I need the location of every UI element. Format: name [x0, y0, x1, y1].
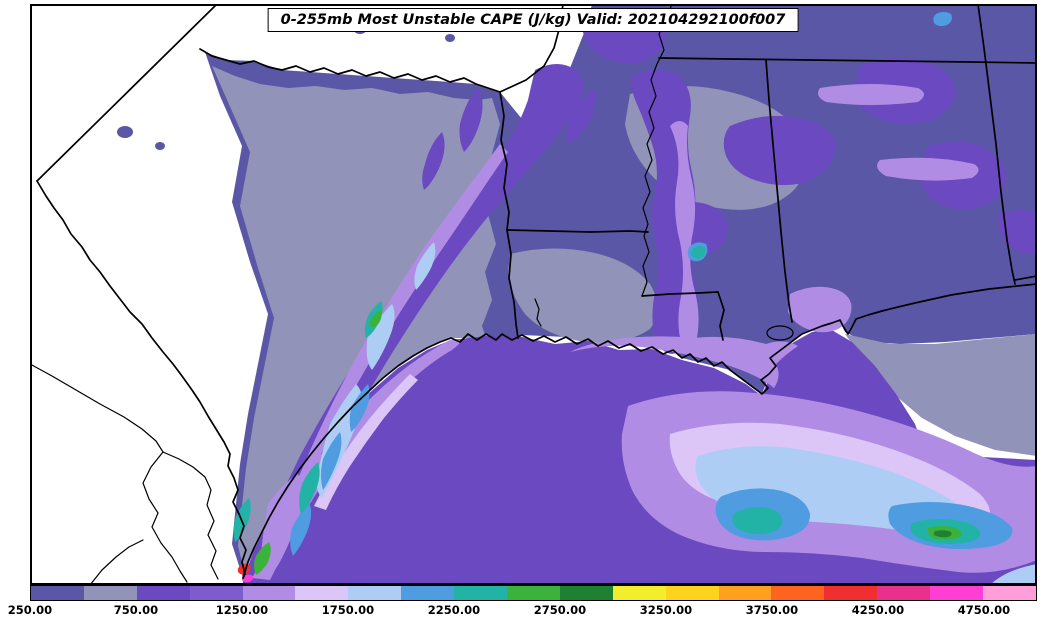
cape-fill-region: [366, 304, 395, 370]
colorbar-segment: [401, 586, 455, 600]
cape-fill-region: [321, 432, 342, 490]
cape-fill-speck: [117, 126, 133, 138]
colorbar-tick-label: 2750.00: [533, 603, 587, 617]
mexico-state-border: [30, 363, 164, 453]
cape-fill-region: [818, 84, 924, 105]
colorbar-segment: [665, 586, 719, 600]
cape-fill-region: [292, 144, 508, 496]
colorbar-segment: [83, 586, 137, 600]
cape-fill-region: [845, 334, 1037, 456]
colorbar-tick-label: 750.00: [113, 603, 159, 617]
cape-fill-region: [933, 12, 952, 27]
colorbar-tick-label: 1250.00: [215, 603, 269, 617]
colorbar-segment: [507, 586, 560, 600]
cape-fill-speck: [242, 574, 254, 583]
colorbar-segment: [242, 586, 296, 600]
geography-borders: [30, 4, 1037, 585]
map-area: [30, 4, 1037, 585]
map-frame: [30, 4, 1037, 585]
mississippi-alabama-border: [765, 59, 793, 323]
cape-fill-speck: [445, 34, 455, 42]
mexico-state-border: [89, 539, 144, 585]
cape-fill-region: [261, 474, 304, 576]
colorbar-tick-labels: 250.00 750.00 1250.00 1750.00 2250.00 2750.00…: [8, 603, 1037, 623]
rio-grande-river: [36, 180, 247, 579]
cape-fill-region: [254, 64, 584, 581]
new-mexico-texas-border: [36, 4, 218, 182]
colorbar-segment: [877, 586, 931, 600]
cape-fill-region: [933, 530, 952, 538]
colorbar-segment: [824, 586, 878, 600]
cape-fill-region: [670, 121, 699, 346]
cape-fill-region: [414, 242, 436, 290]
cape-fill-region: [508, 248, 658, 343]
colorbar-segment: [189, 586, 243, 600]
cape-fill-region: [570, 336, 798, 388]
colorbar-segment: [983, 586, 1036, 600]
lake-pontchartrain: [766, 325, 794, 341]
cape-fill-region: [840, 284, 1037, 344]
cape-fill-region: [566, 90, 597, 144]
weather-map: [30, 4, 1037, 585]
colorbar-tick-label: 4750.00: [957, 603, 1011, 617]
colorbar: [30, 585, 1037, 601]
colorbar-tick-label: 3250.00: [639, 603, 693, 617]
colorbar-segment: [559, 586, 613, 600]
colorbar-segment: [295, 586, 349, 600]
gulf-coastline: [242, 283, 1037, 579]
cape-fill-region: [290, 502, 312, 556]
cape-fill-region: [369, 310, 382, 327]
colorbar-tick-label: 2250.00: [427, 603, 481, 617]
cape-fill-region: [422, 132, 445, 190]
cape-fill-region: [877, 157, 979, 181]
map-title: 0-255mb Most Unstable CAPE (J/kg) Valid:…: [267, 8, 799, 32]
colorbar-segment: [31, 586, 84, 600]
colorbar-tick-label: 1750.00: [321, 603, 375, 617]
colorbar-segment: [718, 586, 772, 600]
mexico-state-border: [142, 451, 188, 583]
georgia-florida-border: [1014, 275, 1037, 281]
colorbar-segment: [612, 586, 666, 600]
cape-fill-region: [459, 88, 483, 152]
colorbar-segment: [930, 586, 984, 600]
cape-fill-region: [254, 542, 271, 575]
colorbar-segment: [136, 586, 190, 600]
arkansas-louisiana-border: [506, 229, 649, 233]
colorbar-segment: [454, 586, 508, 600]
alabama-georgia-border: [977, 4, 1016, 285]
colorbar-tick-label: 250.00: [7, 603, 53, 617]
cape-fill-region: [299, 462, 320, 514]
cape-fill-region: [732, 507, 783, 534]
mexico-state-border: [162, 451, 219, 580]
colorbar-segment: [771, 586, 825, 600]
tennessee-border: [658, 57, 1037, 64]
cape-fill-region: [212, 66, 500, 574]
red-river-oklahoma-border: [199, 48, 501, 93]
cape-fill-region: [690, 246, 706, 259]
toledo-bend-reservoir: [534, 298, 542, 327]
colorbar-tick-label: 3750.00: [745, 603, 799, 617]
cape-fill-speck: [155, 142, 165, 150]
mississippi-river: [641, 4, 673, 297]
cape-fill-region: [314, 374, 418, 510]
cape-fill-region: [990, 564, 1037, 585]
louisiana-mississippi-border: [641, 291, 725, 341]
colorbar-segment: [348, 586, 402, 600]
cape-fill-region: [723, 115, 836, 186]
texas-arkansas-louisiana-border: [499, 91, 519, 339]
colorbar-tick-label: 4250.00: [851, 603, 905, 617]
cape-contour-fills: [117, 4, 1037, 585]
